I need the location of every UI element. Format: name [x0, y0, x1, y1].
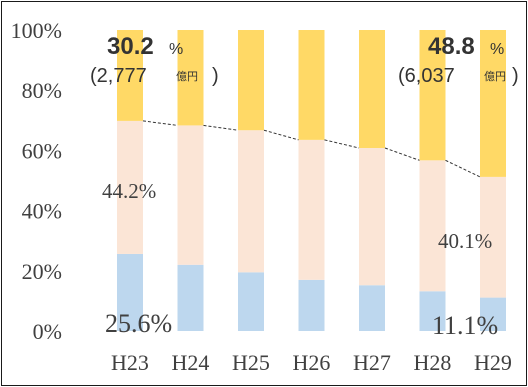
last-middle-label: 40.1% — [438, 229, 492, 253]
trend-segment — [445, 159, 481, 178]
x-tick-label-H29: H29 — [474, 350, 512, 375]
bar-segment-2-H25 — [238, 130, 264, 273]
bars — [117, 30, 506, 331]
trend-segment — [384, 147, 420, 161]
bar-segment-3-H26 — [298, 30, 325, 140]
x-tick-label-H25: H25 — [232, 350, 270, 375]
bar-segment-2-H24 — [177, 125, 204, 265]
first-top-unit: 億円 — [176, 70, 198, 83]
x-tick-label-H23: H23 — [111, 350, 149, 375]
bar-segment-2-H29 — [480, 176, 506, 298]
y-tick-label: 40% — [22, 199, 62, 224]
y-tick-label: 0% — [33, 319, 62, 344]
bar-segment-2-H26 — [298, 139, 325, 280]
bar-segment-3-H28 — [419, 30, 446, 161]
bar-segment-3-H29 — [480, 30, 506, 177]
last-bottom-label: 11.1% — [432, 311, 498, 340]
trend-line — [142, 120, 481, 178]
last-top-amount: (6,037 — [398, 65, 455, 87]
bar-segment-2-H23 — [117, 120, 143, 254]
first-bottom-label: 25.6% — [105, 309, 172, 338]
trend-segment — [203, 124, 239, 131]
bar-segment-3-H25 — [238, 30, 264, 131]
last-top-value: 48.8 — [428, 33, 475, 60]
last-top-pct: % — [490, 41, 504, 58]
bar-segment-1-H26 — [298, 279, 325, 331]
bar-segment-2-H28 — [419, 160, 446, 292]
bar-segment-1-H23 — [117, 253, 143, 331]
bar-segment-2-H27 — [359, 147, 385, 286]
y-tick-label: 60% — [22, 138, 62, 163]
trend-segment — [142, 120, 178, 126]
bar-segment-3-H23 — [117, 30, 143, 121]
y-axis-ticks: 0% 20% 40% 60% 80% 100% — [11, 18, 62, 344]
y-tick-label: 20% — [22, 259, 62, 284]
x-tick-label-H27: H27 — [353, 350, 391, 375]
bar-segment-1-H29 — [480, 297, 506, 331]
trend-segment — [263, 129, 299, 141]
bar-segment-3-H24 — [177, 30, 204, 126]
x-tick-label-H26: H26 — [293, 350, 331, 375]
bar-segment-1-H28 — [419, 291, 446, 331]
last-top-close: ) — [512, 65, 519, 87]
first-top-pct: % — [169, 41, 183, 58]
last-top-unit: 億円 — [484, 70, 506, 83]
bar-segment-1-H27 — [359, 285, 385, 331]
x-tick-label-H28: H28 — [414, 350, 452, 375]
first-top-value: 30.2 — [107, 33, 154, 60]
bar-segment-1-H24 — [177, 264, 204, 331]
y-tick-label: 80% — [22, 78, 62, 103]
bar-segment-3-H27 — [359, 30, 385, 148]
x-tick-label-H24: H24 — [172, 350, 210, 375]
x-axis-ticks: H23 H24 H25 H26 H27 H28 H29 — [111, 350, 512, 375]
first-top-close: ) — [212, 65, 219, 87]
first-middle-label: 44.2% — [102, 179, 156, 203]
bar-segment-1-H25 — [238, 272, 264, 331]
y-tick-label: 100% — [11, 18, 62, 43]
first-top-amount: (2,777 — [90, 65, 147, 87]
trend-segment — [324, 139, 360, 149]
